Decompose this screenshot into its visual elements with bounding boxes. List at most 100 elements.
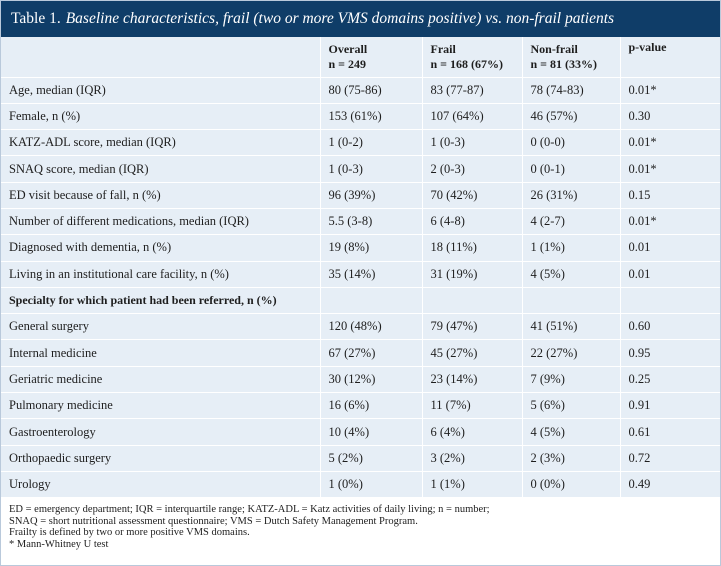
table-row: Geriatric medicine 30 (12%) 23 (14%) 7 (9%)… (1, 366, 720, 394)
non-frail-value: 26 (31%) (522, 182, 621, 209)
overall-value: 67 (27%) (320, 339, 423, 367)
table-row: Female, n (%) 153 (61%) 107 (64%) 46 (57%) 0… (1, 103, 720, 131)
row-label: Orthopaedic surgery (1, 445, 321, 472)
table-caption: Baseline characteristics, frail (two or … (65, 10, 615, 27)
frail-value: 107 (64%) (422, 103, 523, 131)
p-value: 0.01* (620, 155, 720, 183)
p-value: 0.95 (620, 339, 720, 367)
overall-value: 35 (14%) (320, 261, 423, 288)
overall-value: 30 (12%) (320, 366, 423, 394)
table-row: KATZ-ADL score, median (IQR) 1 (0-2) 1 (0-… (1, 129, 720, 157)
overall-value: 10 (4%) (320, 418, 423, 446)
overall-value: 5.5 (3-8) (320, 208, 423, 236)
p-value: 0.91 (620, 392, 720, 420)
p-value: 0.01* (620, 77, 720, 104)
p-value: 0.25 (620, 366, 720, 394)
non-frail-value: 0 (0-1) (522, 155, 621, 183)
header-p-value-label: p-value (628, 40, 667, 54)
header-cell-p-value: p-value (620, 37, 720, 78)
overall-value: 120 (48%) (320, 313, 423, 341)
row-label: General surgery (1, 313, 321, 341)
non-frail-value: 4 (2-7) (522, 208, 621, 236)
row-label: Age, median (IQR) (1, 77, 321, 104)
row-label: Pulmonary medicine (1, 392, 321, 420)
row-label: ED visit because of fall, n (%) (1, 182, 321, 209)
header-cell-non-frail: Non-frail n = 81 (33%) (522, 37, 621, 78)
table-title-bar: Table 1. Baseline characteristics, frail… (1, 1, 720, 37)
non-frail-value: 0 (0-0) (522, 129, 621, 157)
table-row: Number of different medications, median … (1, 208, 720, 236)
row-label: Number of different medications, median … (1, 208, 321, 236)
frail-value: 23 (14%) (422, 366, 523, 394)
p-value: 0.01* (620, 129, 720, 157)
header-cell-frail: Frail n = 168 (67%) (422, 37, 523, 78)
frail-value: 6 (4-8) (422, 208, 523, 236)
header-frail-label: Frail (430, 41, 456, 56)
table-row: Pulmonary medicine 16 (6%) 11 (7%) 5 (6%) 0.… (1, 392, 720, 420)
frail-value: 79 (47%) (422, 313, 523, 341)
p-value: 0.01* (620, 208, 720, 236)
non-frail-value: 4 (5%) (522, 261, 621, 288)
overall-value: 1 (0%) (320, 471, 423, 499)
footnote-line: SNAQ = short nutritional assessment ques… (9, 515, 418, 527)
frail-value: 11 (7%) (422, 392, 523, 420)
table-row: Living in an institutional care facility… (1, 261, 720, 288)
row-label: Urology (1, 471, 321, 499)
header-non-frail-n: n = 81 (33%) (530, 56, 598, 71)
header-cell-overall: Overall n = 249 (320, 37, 423, 78)
row-label: Diagnosed with dementia, n (%) (1, 234, 321, 262)
header-row: Overall n = 249 Frail n = 168 (67%) Non-… (1, 37, 720, 78)
table-row: Orthopaedic surgery 5 (2%) 3 (2%) 2 (3%) 0.7… (1, 445, 720, 472)
table-footnotes: ED = emergency department; IQR = interqu… (1, 498, 720, 551)
row-label: Living in an institutional care facility… (1, 261, 321, 288)
p-value: 0.15 (620, 182, 720, 209)
frail-value: 6 (4%) (422, 418, 523, 446)
non-frail-value: 2 (3%) (522, 445, 621, 472)
p-value: 0.49 (620, 471, 720, 499)
table-row: Internal medicine 67 (27%) 45 (27%) 22 (27%… (1, 339, 720, 367)
table-row: ED visit because of fall, n (%) 96 (39%) 7… (1, 182, 720, 209)
section-title: Specialty for which patient had been ref… (1, 287, 321, 315)
p-value: 0.01 (620, 234, 720, 262)
overall-value: 1 (0-3) (320, 155, 423, 183)
header-overall-label: Overall (328, 41, 368, 56)
frail-value: 18 (11%) (422, 234, 523, 262)
row-label: Gastroenterology (1, 418, 321, 446)
row-label: KATZ-ADL score, median (IQR) (1, 129, 321, 157)
table-row: Diagnosed with dementia, n (%) 19 (8%) 18 … (1, 234, 720, 262)
footnote-line: * Mann-Whitney U test (9, 538, 109, 550)
frail-value: 1 (1%) (422, 471, 523, 499)
p-value: 0.72 (620, 445, 720, 472)
overall-value: 19 (8%) (320, 234, 423, 262)
section-header-row: Specialty for which patient had been ref… (1, 287, 720, 315)
overall-value: 153 (61%) (320, 103, 423, 131)
non-frail-value: 1 (1%) (522, 234, 621, 262)
frail-value: 31 (19%) (422, 261, 523, 288)
header-overall-n: n = 249 (328, 56, 367, 71)
table-main-body: Age, median (IQR) 80 (75-86) 83 (77-87) 78 … (1, 77, 720, 288)
footnote-line: Frailty is defined by two or more positi… (9, 527, 250, 539)
row-label: Geriatric medicine (1, 366, 321, 394)
non-frail-value: 7 (9%) (522, 366, 621, 394)
non-frail-value: 5 (6%) (522, 392, 621, 420)
header-cell-characteristic (1, 37, 321, 78)
p-value: 0.30 (620, 103, 720, 131)
table-row: Gastroenterology 10 (4%) 6 (4%) 4 (5%) 0.61 (1, 418, 720, 446)
row-label: SNAQ score, median (IQR) (1, 155, 321, 183)
table-row: Urology 1 (0%) 1 (1%) 0 (0%) 0.49 (1, 471, 720, 499)
overall-value: 80 (75-86) (320, 77, 423, 104)
table-section: Specialty for which patient had been ref… (1, 287, 720, 315)
overall-value: 16 (6%) (320, 392, 423, 420)
row-label: Internal medicine (1, 339, 321, 367)
table-row: SNAQ score, median (IQR) 1 (0-3) 2 (0-3) 0 … (1, 155, 720, 183)
table-row: Age, median (IQR) 80 (75-86) 83 (77-87) 78 … (1, 77, 720, 104)
overall-value: 1 (0-2) (320, 129, 423, 157)
header-frail-n: n = 168 (67%) (430, 56, 504, 71)
non-frail-value: 0 (0%) (522, 471, 621, 499)
table-body-wrap: Overall n = 249 Frail n = 168 (67%) Non-… (1, 37, 720, 499)
non-frail-value: 78 (74-83) (522, 77, 621, 104)
frail-value: 70 (42%) (422, 182, 523, 209)
non-frail-value: 4 (5%) (522, 418, 621, 446)
header-non-frail-label: Non-frail (530, 41, 578, 56)
